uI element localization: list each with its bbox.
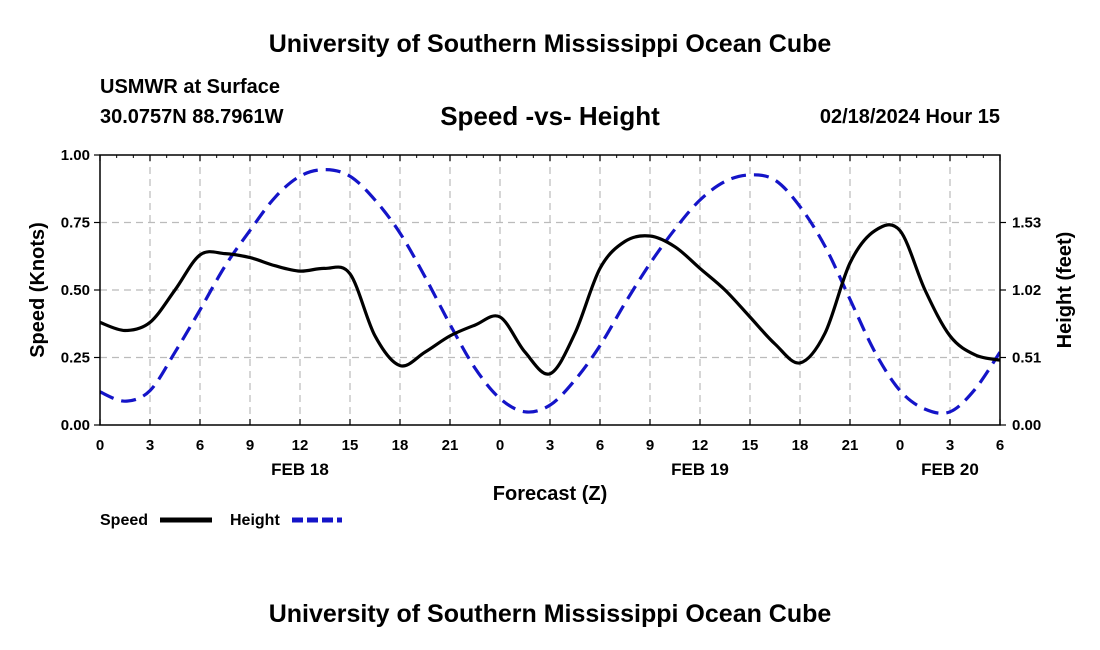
y-tick-label: 0.50 [61, 282, 90, 299]
footer-title: University of Southern Mississippi Ocean… [268, 600, 832, 628]
x-tick-label: 3 [946, 437, 954, 454]
x-axis-label: Forecast (Z) [493, 483, 607, 505]
station-label: USMWR at Surface [100, 76, 281, 98]
axis-layer: 0 3 6 9 12 15 18 21 0 3 6 9 12 15 18 21 0 3 6 FEB 18 FEB 19 F… [61, 147, 1041, 479]
height-series-line [100, 168, 1000, 415]
y-tick-label: 0.75 [61, 215, 90, 232]
x-tick-label: 6 [996, 437, 1004, 454]
coordinates-label: 30.0757N 88.7961W [100, 106, 284, 128]
x-tick-label: 6 [596, 437, 604, 454]
y-tick-label: 0.25 [61, 350, 90, 367]
y2-axis-label: Height (feet) [1054, 232, 1076, 349]
x-tick-label: 6 [196, 437, 204, 454]
y2-tick-label: 0.00 [1012, 417, 1041, 434]
x-tick-label: 9 [646, 437, 654, 454]
series-layer [100, 168, 1000, 415]
x-tick-label: 15 [742, 437, 759, 454]
forecast-datetime: 02/18/2024 Hour 15 [819, 106, 1000, 128]
y-tick-label: 0.00 [61, 417, 90, 434]
grid-layer [100, 155, 1000, 425]
day-label: FEB 18 [271, 460, 329, 479]
x-tick-label: 0 [96, 437, 104, 454]
y2-tick-label: 1.02 [1012, 282, 1041, 299]
y2-tick-label: 0.51 [1012, 350, 1041, 367]
x-tick-label: 12 [292, 437, 309, 454]
x-tick-label: 21 [842, 437, 859, 454]
legend: Speed Height [100, 512, 342, 529]
x-tick-label: 3 [146, 437, 154, 454]
legend-label-height: Height [230, 512, 280, 529]
x-tick-label: 9 [246, 437, 254, 454]
x-tick-label: 21 [442, 437, 459, 454]
x-tick-label: 18 [392, 437, 409, 454]
x-tick-label: 0 [896, 437, 904, 454]
legend-label-speed: Speed [100, 512, 148, 529]
speed-series-line [100, 223, 1000, 376]
page-title: University of Southern Mississippi Ocean… [268, 30, 832, 58]
y2-tick-label: 1.53 [1012, 215, 1041, 232]
x-tick-label: 12 [692, 437, 709, 454]
y-axis-label: Speed (Knots) [27, 222, 49, 358]
day-label: FEB 20 [921, 460, 979, 479]
day-label: FEB 19 [671, 460, 729, 479]
chart-title: Speed -vs- Height [440, 101, 660, 131]
x-tick-label: 18 [792, 437, 809, 454]
y-tick-label: 1.00 [61, 147, 90, 164]
x-tick-label: 3 [546, 437, 554, 454]
x-tick-label: 15 [342, 437, 359, 454]
x-tick-label: 0 [496, 437, 504, 454]
